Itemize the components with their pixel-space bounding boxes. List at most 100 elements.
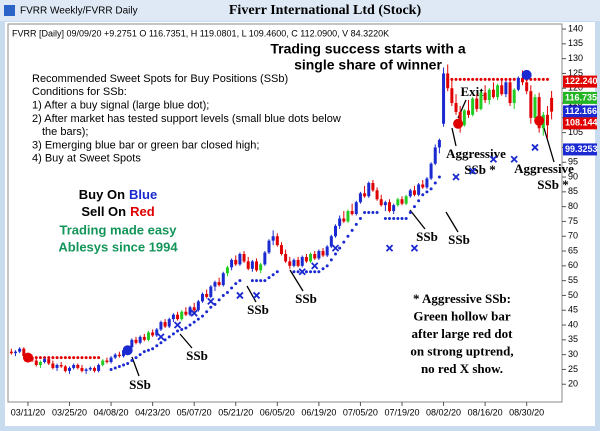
candle-body: [180, 311, 184, 320]
y-tick-label: 35: [568, 334, 578, 344]
support-dot: [304, 270, 308, 274]
support-dot: [371, 211, 375, 215]
candle-body: [512, 89, 516, 104]
resistance-dot: [479, 77, 483, 81]
candle-body: [371, 182, 375, 191]
support-dot: [201, 314, 205, 318]
support-dot: [130, 359, 134, 363]
support-dot: [263, 279, 267, 283]
annotation: SSb: [186, 348, 208, 363]
candle-body: [105, 360, 109, 363]
candle-body: [304, 256, 308, 262]
support-dot: [354, 222, 358, 226]
annotation: SSb *: [464, 162, 495, 177]
candle-body: [279, 245, 283, 254]
candle-body: [292, 259, 296, 266]
candle-body: [163, 322, 167, 327]
candle-body: [417, 184, 421, 195]
candle-body: [500, 85, 504, 95]
note-line: on strong uptrend,: [410, 343, 513, 358]
y-tick-label: 140: [568, 23, 583, 33]
x-tick-label: 08/02/20: [426, 407, 461, 417]
support-dot: [209, 305, 213, 309]
candle-body: [392, 205, 396, 212]
x-marker: [452, 173, 460, 181]
candle-body: [504, 82, 508, 95]
info-line: FVRR [Daily] 09/09/20 +9.2751 O 116.7351…: [12, 28, 389, 38]
support-dot: [309, 270, 313, 274]
candle-body: [18, 348, 22, 352]
candle-body: [68, 367, 72, 371]
candle-body: [117, 354, 121, 357]
title-bar: [0, 0, 600, 21]
resistance-dot: [458, 77, 462, 81]
candle-body: [400, 199, 404, 204]
annotation: Aggressive: [446, 146, 506, 161]
resistance-dot: [63, 356, 67, 360]
candle-body: [259, 264, 263, 271]
candle-body: [429, 163, 433, 179]
candle-body: [34, 360, 38, 365]
support-dot: [225, 290, 229, 294]
annotation: Aggressive: [514, 161, 574, 176]
y-tick-label: 125: [568, 68, 583, 78]
note-line: no red X show.: [421, 361, 503, 376]
support-dot: [275, 270, 279, 274]
resistance-dot: [76, 356, 80, 360]
support-dot: [296, 270, 300, 274]
app-icon: [4, 5, 15, 16]
slogan-color-word: Blue: [129, 187, 157, 202]
resistance-dot: [51, 356, 55, 360]
resistance-dot: [80, 356, 84, 360]
annotation: SSb: [247, 302, 269, 317]
candle-body: [205, 293, 209, 297]
candle-body: [462, 110, 466, 126]
y-tick-label: 135: [568, 38, 583, 48]
candle-body: [246, 261, 250, 269]
candle-body: [525, 82, 529, 92]
candle-body: [508, 82, 512, 104]
x-tick-label: 04/23/20: [135, 407, 170, 417]
resistance-dot: [466, 77, 470, 81]
candle-body: [296, 259, 300, 266]
candle-body: [533, 97, 537, 118]
support-dot: [350, 228, 354, 232]
candle-body: [271, 236, 275, 241]
candle-body: [288, 261, 292, 266]
signal-dot: [122, 345, 133, 356]
x-marker: [531, 143, 539, 152]
candle-body: [421, 184, 425, 188]
support-dot: [267, 276, 271, 280]
support-dot: [180, 327, 184, 331]
support-dot: [433, 181, 437, 185]
condition-line: Recommended Sweet Spots for Buy Position…: [32, 73, 288, 85]
candle-body: [92, 367, 96, 371]
candle-body: [321, 251, 325, 256]
support-dot: [171, 332, 175, 336]
price-label: 116.735: [565, 92, 597, 102]
resistance-dot: [38, 356, 42, 360]
slogan-text: Sell On: [81, 204, 126, 219]
support-dot: [429, 187, 433, 191]
resistance-dot: [454, 77, 458, 81]
candle-body: [437, 140, 441, 148]
support-dot: [392, 216, 396, 220]
support-dot: [234, 282, 238, 286]
headline: Trading success starts with a: [270, 41, 466, 57]
candle-body: [375, 190, 379, 200]
candle-body: [234, 259, 238, 265]
resistance-dot: [97, 356, 101, 360]
candle-body: [263, 252, 267, 265]
support-dot: [375, 211, 379, 215]
x-tick-label: 04/08/20: [94, 407, 129, 417]
y-tick-label: 65: [568, 245, 578, 255]
support-dot: [388, 216, 392, 220]
candle-body: [317, 251, 321, 259]
resistance-dot: [92, 356, 96, 360]
slogan-line: Ablesys since 1994: [58, 239, 178, 254]
candle-body: [101, 360, 105, 365]
candle-body: [242, 253, 246, 262]
candle-body: [80, 367, 84, 371]
candle-body: [122, 350, 126, 357]
candle-body: [146, 332, 150, 340]
